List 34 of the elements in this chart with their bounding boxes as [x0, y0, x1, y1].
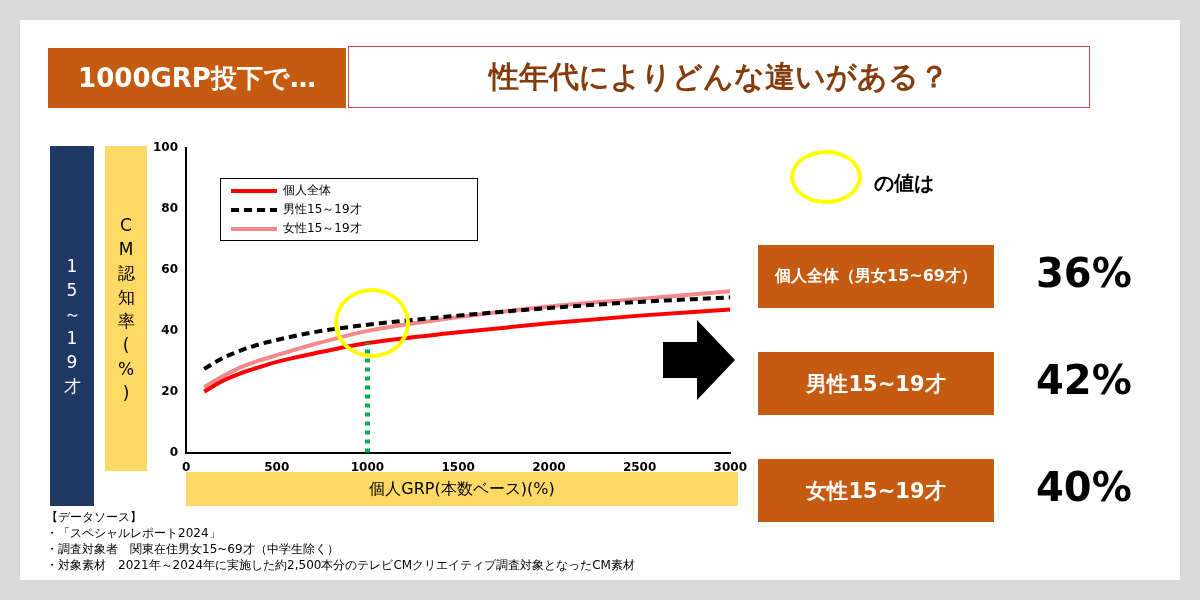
y-tick-label: 40	[161, 322, 179, 337]
y-tick-label: 60	[161, 262, 179, 277]
x-tick-label: 2500	[622, 459, 657, 474]
x-tick-label: 0	[181, 459, 191, 474]
text: 【データソース】	[46, 509, 143, 525]
y-tick-label: 20	[161, 383, 179, 398]
y-tick-label: 80	[161, 201, 179, 216]
text: 男性15~19才	[758, 352, 994, 415]
x-tick-label: 500	[264, 459, 290, 474]
y-tick-label: 0	[169, 444, 179, 459]
text: ・調査対象者 関東在住男女15~69才（中学生除く）	[46, 541, 340, 557]
text: 40%	[1036, 464, 1132, 510]
text: 15～19才	[63, 255, 81, 398]
text: ・「スペシャルレポート2024」	[46, 525, 222, 541]
text: ・対象素材 2021年～2024年に実施した約2,500本分のテレビCMクリエイティブ調査対象となったCM素材	[46, 557, 635, 573]
chart-title: 1000GRP投下で…	[48, 48, 346, 108]
line-series	[202, 295, 731, 371]
x-axis-title: 個人GRP(本数ベース)(%)	[186, 472, 738, 506]
text: 個人全体（男女15~69才）	[758, 245, 994, 308]
text: 36%	[1036, 250, 1132, 296]
legend-label: 個人全体	[283, 182, 331, 199]
text: 42%	[1036, 357, 1132, 403]
chart-subtitle: 性年代によりどんな違いがある？	[348, 46, 1090, 108]
legend-label: 男性15～19才	[283, 201, 362, 218]
y-axis-title: CM認知率(%)	[117, 213, 135, 405]
text: 女性15~19才	[758, 459, 994, 522]
x-tick-label: 3000	[713, 459, 747, 474]
x-tick-label: 1500	[441, 459, 475, 474]
x-tick-label: 1000	[350, 459, 385, 474]
x-tick-label: 2000	[532, 459, 566, 474]
text: の値は	[874, 170, 934, 197]
legend-label: 女性15～19才	[283, 220, 362, 237]
line-series	[202, 307, 731, 394]
y-tick-label: 100	[152, 140, 179, 155]
